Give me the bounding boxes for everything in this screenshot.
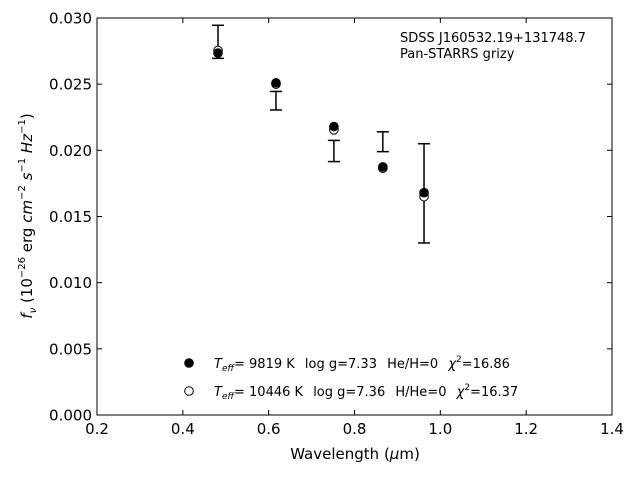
y-tick-label: 0.020: [49, 142, 92, 160]
x-tick-label: 1.2: [514, 420, 538, 438]
error-bars: [212, 24, 431, 244]
y-tick-label: 0.005: [49, 340, 92, 358]
x-tick-label: 0.4: [171, 420, 195, 438]
model-point-filled: [378, 162, 388, 172]
y-tick-label: 0.025: [49, 76, 92, 94]
y-tick-label: 0.010: [49, 274, 92, 292]
legend-label-1: Teff= 9819 K log g=7.33 He/H=0 χ2=16.86: [214, 355, 510, 374]
legend: Teff= 9819 K log g=7.33 He/H=0 χ2=16.86 …: [184, 355, 518, 402]
x-tick-label: 0.8: [343, 420, 367, 438]
y-tick-label: 0.000: [49, 407, 92, 425]
x-tick-label: 1.0: [428, 420, 452, 438]
x-tick-label: 1.4: [600, 420, 624, 438]
plot-frame: [96, 17, 613, 416]
model-point-filled: [213, 48, 223, 58]
model-points: [213, 45, 429, 202]
model-point-filled: [419, 187, 429, 198]
annotation-object-name: SDSS J160532.19+131748.7: [400, 31, 586, 46]
x-tick-label: 0.2: [85, 420, 109, 438]
annotation-survey: Pan-STARRS grizy: [400, 47, 515, 62]
x-axis-label: Wavelength (μm): [290, 445, 420, 463]
legend-label-2: Teff= 10446 K log g=7.36 H/He=0 χ2=16.37: [214, 383, 518, 402]
tick-marks: [96, 17, 613, 416]
y-tick-labels: 0.000 0.005 0.010 0.015 0.020 0.025 0.030: [49, 10, 92, 425]
legend-marker-open: [184, 386, 194, 396]
y-tick-label: 0.030: [49, 10, 92, 28]
y-axis-label: fν (10−26 erg cm−2 s−1 Hz−1): [17, 113, 39, 318]
x-tick-labels: 0.2 0.4 0.6 0.8 1.0 1.2 1.4: [85, 420, 624, 438]
legend-marker-filled: [184, 358, 194, 368]
y-tick-label: 0.015: [49, 208, 92, 226]
model-point-filled: [271, 78, 281, 88]
model-point-filled: [329, 121, 339, 132]
x-tick-label: 0.6: [257, 420, 281, 438]
